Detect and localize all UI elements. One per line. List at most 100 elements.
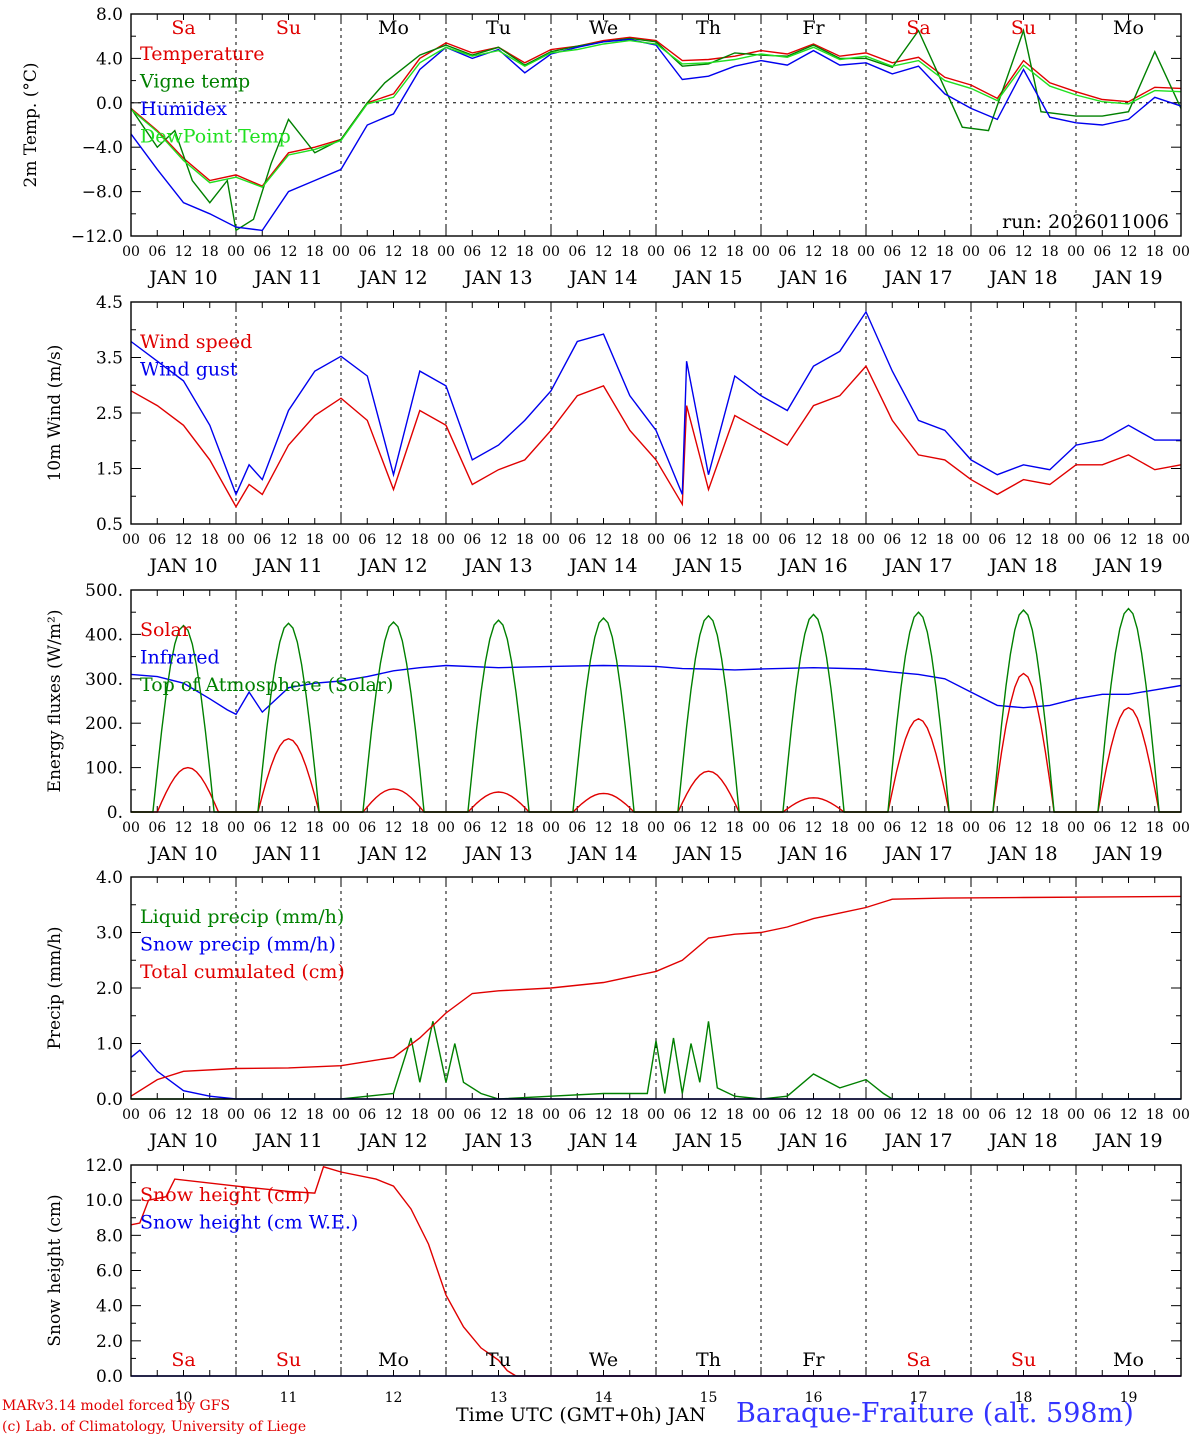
hour-tick-label: 18	[411, 244, 429, 260]
legend-entry: Snow height (cm W.E.)	[140, 1212, 358, 1234]
date-label: JAN 11	[252, 843, 322, 865]
hour-tick-label: 18	[621, 244, 639, 260]
hour-tick-label: 12	[385, 244, 403, 260]
legend-entry: Solar	[140, 619, 192, 641]
station-title: Baraque-Fraiture (alt. 598m)	[736, 1398, 1134, 1429]
date-label: JAN 12	[357, 843, 427, 865]
hour-tick-label: 00	[1172, 532, 1190, 548]
hour-tick-label: 06	[883, 244, 901, 260]
hour-tick-label: 18	[831, 244, 849, 260]
y-tick-label: 0.0	[96, 94, 123, 114]
hour-tick-label: 06	[148, 244, 166, 260]
hour-tick-label: 06	[148, 820, 166, 836]
hour-tick-label: 06	[1093, 244, 1111, 260]
hour-tick-label: 12	[175, 1107, 193, 1123]
series-line	[130, 364, 1182, 509]
hour-tick-label: 18	[411, 820, 429, 836]
date-label: JAN 13	[462, 555, 532, 577]
hour-tick-label: 12	[595, 244, 613, 260]
day-of-week-label: Mo	[1113, 17, 1144, 39]
hour-tick-label: 18	[831, 1107, 849, 1123]
time-axis-label: Time UTC (GMT+0h) JAN	[456, 1404, 706, 1426]
hour-tick-label: 00	[122, 1107, 140, 1123]
legend-entry: Vigne temp	[139, 71, 250, 93]
legend-entry: Snow height (cm)	[140, 1184, 310, 1206]
date-label: JAN 15	[672, 843, 742, 865]
day-of-week-label: Mo	[378, 17, 409, 39]
hour-tick-label: 00	[752, 820, 770, 836]
day-of-week-label: Sa	[906, 17, 930, 39]
y-tick-label: 0.0	[96, 1367, 123, 1387]
hour-tick-label: 00	[437, 532, 455, 548]
hour-tick-label: 12	[700, 244, 718, 260]
day-number-label: 12	[385, 1390, 403, 1406]
series-line	[131, 1021, 1181, 1100]
hour-tick-label: 06	[463, 1107, 481, 1123]
series-line	[130, 36, 1182, 187]
hour-tick-label: 18	[1146, 244, 1164, 260]
day-of-week-label: Su	[276, 1349, 301, 1371]
hour-tick-label: 06	[988, 820, 1006, 836]
hour-tick-label: 06	[568, 532, 586, 548]
hour-tick-label: 00	[647, 532, 665, 548]
hour-tick-label: 06	[673, 820, 691, 836]
y-tick-label: 2.0	[96, 979, 123, 999]
legend-entry: Liquid precip (mm/h)	[140, 906, 344, 928]
date-label: JAN 15	[672, 267, 742, 289]
day-number-label: 19	[1120, 1390, 1138, 1406]
hour-tick-label: 18	[411, 1107, 429, 1123]
hour-tick-label: 00	[1067, 820, 1085, 836]
hour-tick-label: 06	[883, 532, 901, 548]
date-label: JAN 13	[462, 843, 532, 865]
hour-tick-label: 06	[568, 1107, 586, 1123]
hour-tick-label: 06	[568, 244, 586, 260]
hour-tick-label: 00	[227, 820, 245, 836]
series-line	[130, 1165, 1181, 1377]
hour-tick-label: 18	[726, 244, 744, 260]
y-tick-label: 4.5	[96, 293, 123, 313]
hour-tick-label: 00	[227, 532, 245, 548]
hour-tick-label: 12	[1015, 1107, 1033, 1123]
hour-tick-label: 18	[831, 532, 849, 548]
hour-tick-label: 06	[253, 244, 271, 260]
legend-entry: Wind speed	[140, 331, 252, 353]
hour-tick-label: 00	[332, 532, 350, 548]
hour-tick-label: 06	[778, 1107, 796, 1123]
date-label: JAN 12	[357, 267, 427, 289]
hour-tick-label: 18	[1146, 532, 1164, 548]
hour-tick-label: 00	[437, 820, 455, 836]
hour-tick-label: 12	[280, 532, 298, 548]
hour-tick-label: 12	[595, 532, 613, 548]
plot-frame	[130, 589, 1182, 813]
hour-tick-label: 00	[962, 244, 980, 260]
day-number-label: 13	[490, 1390, 508, 1406]
hour-tick-label: 00	[857, 820, 875, 836]
hour-tick-label: 12	[910, 1107, 928, 1123]
plot-frame	[130, 1164, 1182, 1377]
date-label: JAN 11	[252, 555, 322, 577]
date-label: JAN 10	[147, 267, 217, 289]
series-line	[130, 895, 1182, 1097]
hour-tick-label: 00	[857, 244, 875, 260]
date-label: JAN 12	[357, 555, 427, 577]
y-tick-label: 4.0	[96, 1297, 123, 1317]
day-number-label: 10	[175, 1390, 193, 1406]
y-tick-label: −8.0	[82, 183, 123, 203]
hour-tick-label: 06	[463, 244, 481, 260]
hour-tick-label: 00	[962, 1107, 980, 1123]
hour-tick-label: 00	[332, 1107, 350, 1123]
hour-tick-label: 00	[1172, 1107, 1190, 1123]
hour-tick-label: 12	[805, 532, 823, 548]
hour-tick-label: 00	[647, 244, 665, 260]
y-tick-label: 10.0	[85, 1191, 123, 1211]
hour-tick-label: 12	[1120, 532, 1138, 548]
date-label: JAN 13	[462, 1130, 532, 1152]
hour-tick-label: 06	[778, 532, 796, 548]
hour-tick-label: 12	[910, 244, 928, 260]
legend-entry: Temperature	[140, 43, 264, 65]
y-tick-label: 0.0	[96, 1090, 123, 1110]
hour-tick-label: 12	[1015, 532, 1033, 548]
day-of-week-label: Sa	[171, 17, 195, 39]
hour-tick-label: 12	[490, 820, 508, 836]
day-of-week-label: Su	[276, 17, 301, 39]
